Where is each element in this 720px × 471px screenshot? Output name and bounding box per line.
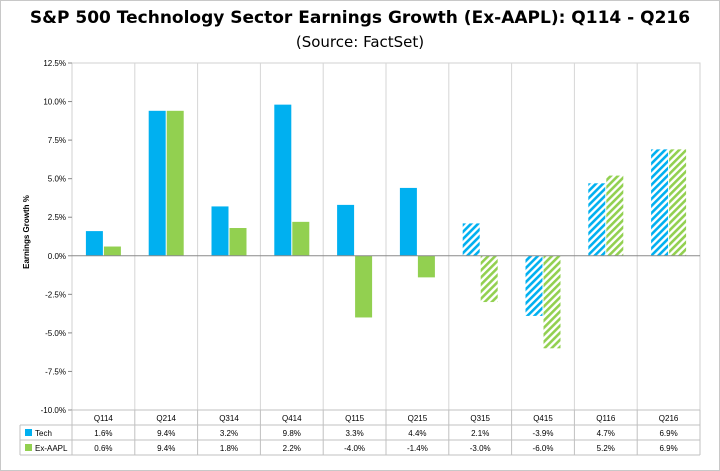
chart-subtitle: (Source: FactSet) [295, 33, 425, 51]
x-tick-label: Q114 [94, 414, 114, 423]
bar-ex-aapl-q415 [543, 255, 561, 349]
bar-ex-aapl-q314 [229, 228, 247, 256]
data-label: 1.6% [94, 429, 112, 438]
bar-tech-q314 [211, 206, 229, 256]
data-label: 9.8% [283, 429, 301, 438]
bar-ex-aapl-q414 [292, 221, 310, 256]
bar-ex-aapl-q216 [669, 149, 687, 256]
y-tick-label: -10.0% [41, 406, 66, 415]
bar-ex-aapl-q114 [103, 246, 121, 256]
bar-ex-aapl-q116 [606, 175, 624, 256]
data-label: -1.4% [407, 444, 428, 453]
y-tick-label: 2.5% [48, 213, 66, 222]
data-label: 9.4% [157, 429, 175, 438]
y-tick-label: 10.0% [43, 98, 66, 107]
data-label: 2.1% [471, 429, 489, 438]
x-tick-label: Q415 [533, 414, 553, 423]
data-label: -3.9% [533, 429, 554, 438]
data-label: 9.4% [157, 444, 175, 453]
x-tick-label: Q214 [156, 414, 176, 423]
y-axis-label: Earnings Growth % [22, 195, 31, 269]
y-tick-label: 5.0% [48, 175, 66, 184]
data-label: -4.0% [344, 444, 365, 453]
x-tick-label: Q116 [596, 414, 616, 423]
x-tick-label: Q315 [470, 414, 490, 423]
data-label: 3.2% [220, 429, 238, 438]
y-tick-label: -2.5% [45, 290, 66, 299]
legend-swatch-ex-aapl [25, 444, 32, 451]
y-tick-label: -7.5% [45, 367, 66, 376]
x-tick-label: Q314 [219, 414, 239, 423]
data-label: 6.9% [659, 429, 677, 438]
data-label: 3.3% [345, 429, 363, 438]
data-label: 4.7% [597, 429, 615, 438]
bar-ex-aapl-q214 [166, 110, 184, 256]
data-label: 4.4% [408, 429, 426, 438]
bar-tech-q116 [588, 183, 606, 256]
y-tick-label: 7.5% [48, 136, 66, 145]
legend-swatch-tech [25, 429, 32, 436]
y-tick-label: -5.0% [45, 329, 66, 338]
chart-title: S&P 500 Technology Sector Earnings Growt… [29, 8, 691, 28]
legend-label-ex-aapl: Ex-AAPL [35, 444, 68, 453]
bar-ex-aapl-q215 [417, 255, 435, 278]
data-label: -3.0% [470, 444, 491, 453]
data-label: -6.0% [533, 444, 554, 453]
data-label: 2.2% [283, 444, 301, 453]
x-tick-label: Q216 [659, 414, 679, 423]
bar-tech-q414 [274, 104, 292, 256]
legend-label-tech: Tech [35, 429, 52, 438]
bar-tech-q315 [462, 223, 480, 256]
bar-tech-q415 [525, 255, 543, 316]
bar-tech-q214 [148, 110, 166, 256]
data-label: 1.8% [220, 444, 238, 453]
x-tick-label: Q215 [408, 414, 428, 423]
bar-tech-q115 [337, 204, 355, 256]
bar-ex-aapl-q315 [480, 255, 498, 303]
x-tick-label: Q414 [282, 414, 302, 423]
y-tick-label: 12.5% [43, 59, 66, 68]
data-label: 6.9% [659, 444, 677, 453]
x-tick-label: Q115 [345, 414, 365, 423]
data-label: 5.2% [597, 444, 615, 453]
bar-tech-q114 [85, 231, 103, 256]
data-label: 0.6% [94, 444, 112, 453]
bar-ex-aapl-q115 [355, 255, 373, 318]
bar-tech-q216 [651, 149, 669, 256]
y-tick-label: 0.0% [48, 252, 66, 261]
bar-tech-q215 [399, 187, 417, 256]
